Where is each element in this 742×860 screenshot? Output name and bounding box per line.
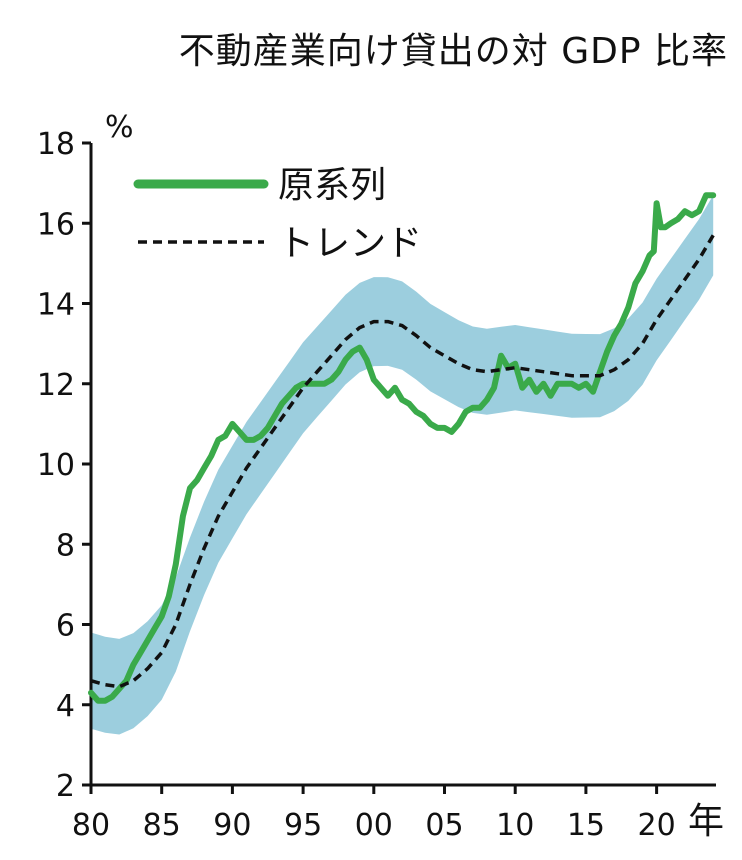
x-tick-label: 05: [425, 808, 463, 843]
x-axis-unit-label: 年: [688, 801, 724, 842]
y-tick-label: 8: [56, 528, 75, 563]
y-axis-ticks: 2 4 6 8 10 12 14 16 18: [37, 127, 91, 804]
series-line-original: [88, 192, 717, 704]
series-layer: [88, 192, 717, 704]
y-tick-label: 12: [37, 368, 75, 403]
y-tick-label: 16: [37, 207, 75, 242]
chart-title: 不動産業向け貸出の対 GDP 比率: [178, 31, 728, 72]
y-tick-label: 4: [56, 689, 75, 724]
legend-label-trend: トレンド: [278, 223, 422, 264]
x-tick-label: 80: [72, 808, 110, 843]
series-line-trend: [90, 234, 715, 689]
x-axis-ticks: 80 85 90 95 00 05 10 15 20: [72, 785, 676, 843]
x-tick-label: 85: [143, 808, 181, 843]
y-tick-label: 14: [37, 288, 75, 323]
trend-confidence-band: [91, 195, 714, 735]
x-tick-label: 00: [355, 808, 393, 843]
y-tick-label: 2: [56, 769, 75, 804]
y-tick-label: 6: [56, 609, 75, 644]
x-tick-label: 95: [284, 808, 322, 843]
x-tick-label: 15: [567, 808, 605, 843]
trend-band-layer: [91, 195, 714, 735]
legend-label-original: 原系列: [278, 165, 386, 206]
x-tick-label: 20: [638, 808, 676, 843]
x-tick-label: 90: [213, 808, 251, 843]
y-tick-label: 10: [37, 448, 75, 483]
y-tick-label: 18: [37, 127, 75, 162]
y-axis-unit-label: %: [105, 110, 134, 145]
x-tick-label: 10: [496, 808, 534, 843]
